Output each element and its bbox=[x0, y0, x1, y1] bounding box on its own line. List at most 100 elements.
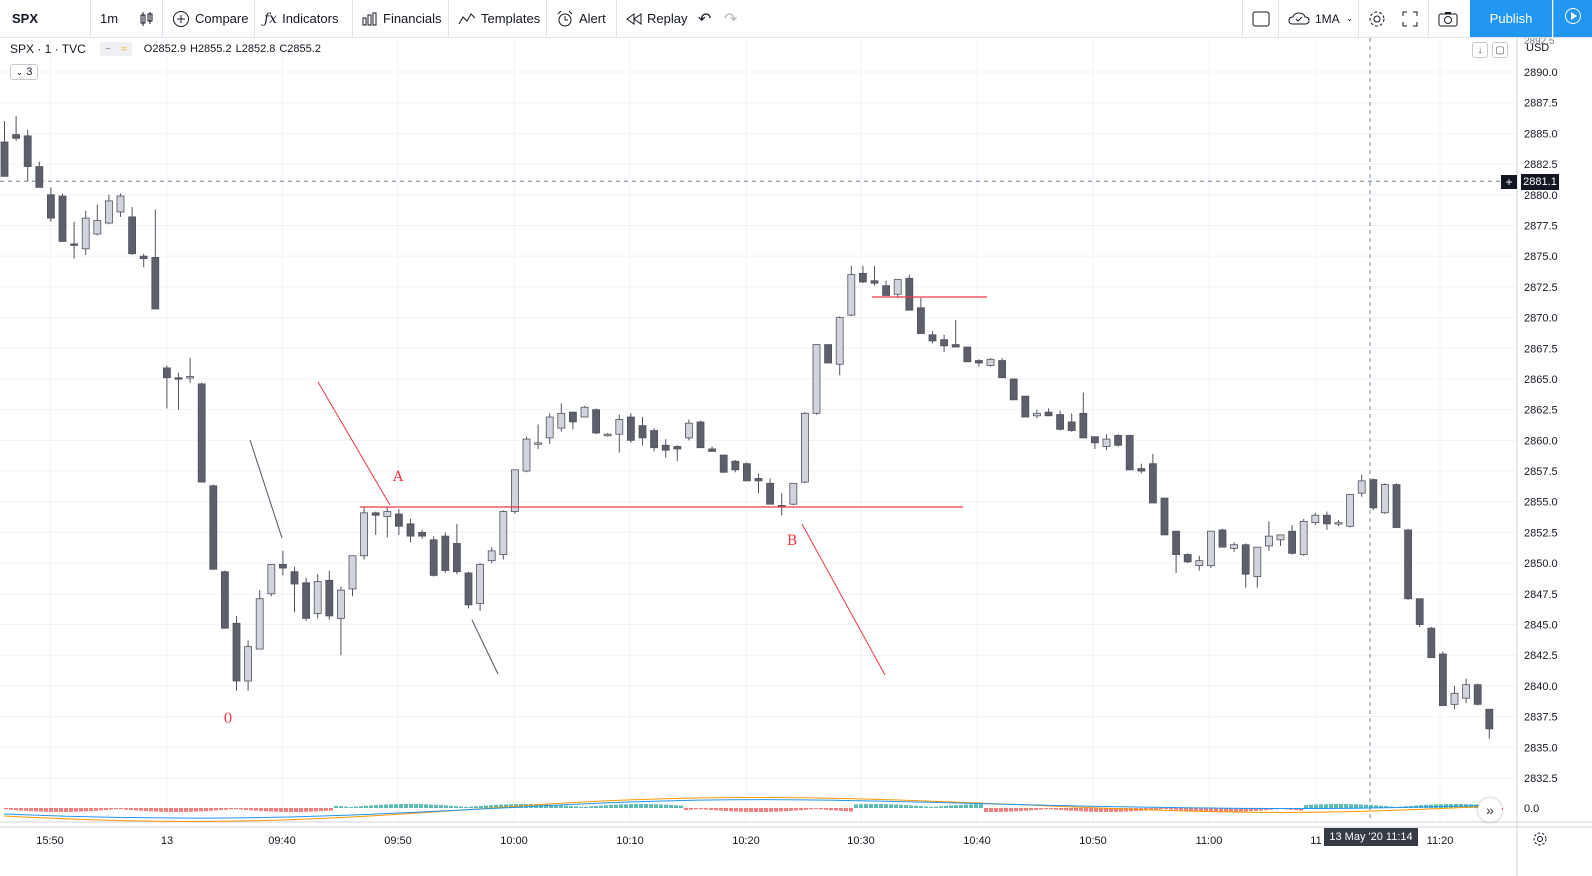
candle-body bbox=[510, 469, 519, 512]
histogram-bar bbox=[839, 808, 843, 811]
add-plus-icon[interactable]: + bbox=[1501, 175, 1517, 189]
time-tick-label: 10:50 bbox=[1079, 835, 1107, 847]
snapshot-button[interactable] bbox=[1430, 0, 1464, 37]
scroll-to-realtime-button[interactable]: » bbox=[1478, 798, 1502, 822]
indicators-button[interactable]: ƒx Indicators bbox=[256, 0, 352, 37]
histogram-bar bbox=[349, 806, 353, 808]
histogram-bar bbox=[424, 804, 428, 808]
histogram-bar bbox=[1209, 808, 1213, 812]
settings-button[interactable] bbox=[1360, 0, 1392, 37]
candle-body bbox=[1357, 480, 1366, 494]
candle-body bbox=[1160, 497, 1169, 536]
histogram-bar bbox=[1109, 808, 1113, 812]
histogram-bar bbox=[704, 808, 708, 810]
histogram-bar bbox=[304, 808, 308, 812]
histogram-bar bbox=[1164, 808, 1168, 810]
candle-body bbox=[360, 512, 369, 557]
histogram-bar bbox=[1304, 805, 1308, 808]
arrow-down-icon[interactable]: ↓ bbox=[1472, 42, 1488, 58]
candle-body bbox=[70, 243, 78, 246]
interval-button[interactable]: 1m bbox=[92, 0, 130, 37]
templates-button[interactable]: Templates bbox=[450, 0, 546, 37]
candle-body bbox=[116, 195, 125, 213]
histogram-bar bbox=[444, 805, 448, 808]
gear-icon bbox=[1532, 831, 1548, 852]
chart-style-button[interactable] bbox=[132, 0, 160, 37]
candle-body bbox=[244, 646, 253, 682]
candles-icon bbox=[140, 11, 154, 27]
candle-body bbox=[255, 598, 264, 650]
symbol-search[interactable]: SPX bbox=[4, 0, 90, 37]
histogram-bar bbox=[784, 808, 788, 812]
bar-chart-icon bbox=[362, 12, 378, 26]
cloud-save-button[interactable]: 1MA ⌄ bbox=[1280, 0, 1356, 37]
histogram-bar bbox=[1154, 808, 1158, 810]
undo-button[interactable]: ↶ bbox=[694, 0, 720, 37]
candle-body bbox=[963, 346, 972, 363]
histogram-bar bbox=[1244, 808, 1248, 812]
legend-collapse-button[interactable]: ⌄ 3 bbox=[10, 64, 38, 80]
histogram-bar bbox=[1174, 808, 1178, 810]
candle-body bbox=[151, 257, 160, 310]
price-tick-label: 2882.5 bbox=[1524, 159, 1558, 171]
histogram-bar bbox=[944, 805, 948, 808]
legend-chip[interactable]: − ≈ bbox=[99, 42, 132, 56]
histogram-bar bbox=[919, 806, 923, 808]
candle-body bbox=[174, 377, 183, 380]
fullscreen-button[interactable] bbox=[1394, 0, 1426, 37]
candle-body bbox=[870, 280, 879, 284]
histogram-bar bbox=[614, 804, 618, 808]
layout-button[interactable] bbox=[1244, 0, 1278, 37]
candle-body bbox=[1091, 436, 1099, 444]
histogram-bar bbox=[249, 808, 253, 811]
compare-button[interactable]: Compare bbox=[164, 0, 254, 37]
price-tick-label: 2892.5 bbox=[1524, 36, 1555, 47]
histogram-bar bbox=[4, 808, 8, 810]
candle-body bbox=[406, 523, 415, 537]
histogram-bar bbox=[769, 808, 773, 812]
histogram-bar bbox=[1229, 808, 1233, 812]
trend-line-drawing[interactable] bbox=[317, 381, 391, 506]
maximize-icon[interactable]: ▢ bbox=[1492, 42, 1508, 58]
candle-body bbox=[661, 444, 670, 451]
trend-line-drawing[interactable] bbox=[471, 619, 499, 675]
histogram-bar bbox=[269, 808, 273, 812]
histogram-bar bbox=[1159, 808, 1163, 810]
axis-settings-button[interactable] bbox=[1530, 832, 1550, 850]
histogram-bar bbox=[1474, 804, 1478, 808]
histogram-bar bbox=[684, 808, 688, 811]
legend-symbol: SPX · 1 · TVC bbox=[10, 42, 86, 56]
legend-low: L2852.8 bbox=[235, 43, 276, 55]
histogram-bar bbox=[884, 804, 888, 808]
trend-line-drawing[interactable] bbox=[801, 523, 886, 676]
redo-button[interactable]: ↷ bbox=[720, 0, 746, 37]
candle-body bbox=[1137, 468, 1146, 472]
histogram-bar bbox=[754, 808, 758, 812]
publish-button[interactable]: Publish bbox=[1470, 0, 1552, 37]
alert-label: Alert bbox=[579, 11, 606, 26]
histogram-bar bbox=[1069, 808, 1073, 811]
divider bbox=[254, 0, 255, 37]
price-tick-label: 2840.0 bbox=[1524, 681, 1558, 693]
replay-button[interactable]: Replay bbox=[618, 0, 692, 37]
candle-body bbox=[1346, 493, 1354, 527]
divider bbox=[616, 0, 617, 37]
alert-button[interactable]: Alert bbox=[548, 0, 616, 37]
histogram-bar bbox=[339, 806, 343, 808]
histogram-bar bbox=[389, 804, 393, 808]
redo-icon: ↷ bbox=[724, 10, 738, 28]
histogram-bar bbox=[1329, 804, 1333, 808]
candle-body bbox=[893, 279, 902, 295]
chevron-down-icon: ⌄ bbox=[1345, 13, 1354, 23]
candle-body bbox=[1450, 692, 1459, 705]
financials-button[interactable]: Financials bbox=[354, 0, 448, 37]
time-tick-label: 15:50 bbox=[36, 835, 64, 847]
price-tick-label: 2885.0 bbox=[1524, 128, 1558, 140]
candle-body bbox=[638, 425, 647, 439]
histogram-bar bbox=[954, 805, 958, 808]
play-button[interactable] bbox=[1553, 0, 1592, 37]
candle-body bbox=[847, 274, 856, 316]
candle-body bbox=[603, 433, 612, 437]
trend-line-drawing[interactable] bbox=[249, 439, 283, 539]
